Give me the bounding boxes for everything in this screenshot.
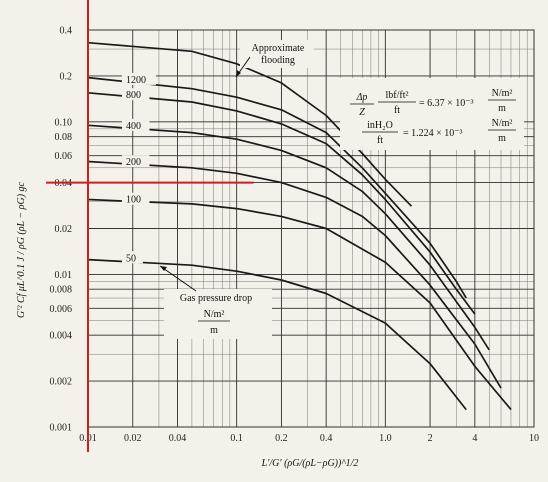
y-tick-label: 0.008 [50,285,73,296]
y-tick-label: 0.06 [55,151,73,162]
y-tick-label: 0.004 [50,331,73,342]
x-tick-label: 0.2 [275,433,288,444]
x-tick-label: 1.0 [379,433,392,444]
series-line-1200 [87,76,467,299]
conv1-rhs-num: N/m² [492,88,513,99]
series-line-100 [87,198,512,411]
x-tick-label: 10 [529,433,539,444]
gas-pressure-arrowhead [160,266,167,271]
x-axis-title: L′/G′ (ρG/(ρL−ρG))^1/2 [261,458,359,469]
gas-pressure-pointer [159,265,197,292]
conv1-unit-num: lbf/ft² [386,90,409,101]
x-tick-label: 0.04 [169,433,187,444]
y-tick-label: 0.002 [50,377,73,388]
y-tick-label: 0.4 [60,26,73,37]
x-tick-label: 0.4 [320,433,333,444]
curve-label-400: 400 [126,121,141,132]
curve-label-1200: 1200 [126,75,146,86]
y-axis-title-text: G′² Cf μL^0.1 J / ρG (ρL − ρG) gc [16,181,27,318]
gas-pressure-drop-label: Gas pressure drop [180,293,252,304]
curve-label-100: 100 [126,195,141,206]
conv2-unit-den: ft [377,135,383,146]
unit-conversion-box: Δp Z lbf/ft² ft = 6.37 × 10⁻³ N/m² m inH… [340,78,524,150]
y-tick-label: 0.2 [60,71,73,82]
curve-label-bg [121,192,150,205]
conv1-lhs-den: Z [359,107,365,118]
y-axis-title: G′² Cf μL^0.1 J / ρG (ρL − ρG) gc [16,181,27,318]
curve-label-bg [121,72,156,85]
conv2-value: = 1.224 × 10⁻³ [403,128,463,139]
x-tick-label: 2 [428,433,433,444]
curve-label-bg [121,155,150,168]
conv1-value: = 6.37 × 10⁻³ [419,98,474,109]
curve-label-bg [121,88,150,101]
y-tick-labels: 0.0010.0020.0040.0060.0080.010.020.040.0… [50,26,73,434]
conv1-lhs-num: Δp [356,92,368,103]
curve-label-bg [121,251,143,264]
conv2-rhs-den: m [498,133,506,144]
series-line-800 [87,91,476,315]
units-den: m [210,325,218,336]
x-tick-label: 0.1 [230,433,243,444]
conv2-rhs-num: N/m² [492,118,513,129]
x-tick-label: 4 [472,433,477,444]
y-tick-label: 0.006 [50,304,73,315]
curve-label-50: 50 [126,253,136,264]
units-num: N/m² [204,309,225,320]
gas-pressure-drop-annotation: Gas pressure drop N/m² m [159,265,272,339]
series-line-400 [87,124,490,351]
series-line-50 [87,258,467,411]
curve-label-bg [121,118,150,131]
flooding-arrowhead [236,70,241,77]
curve-label-800: 800 [126,90,141,101]
curve-labels: 1200 800 400 200 100 50 [121,72,156,264]
y-tick-label: 0.10 [55,117,73,128]
series-line-approximate-flooding [87,41,413,207]
series-lines [87,41,512,411]
y-tick-label: 0.02 [55,224,73,235]
y-tick-label: 0.08 [55,132,73,143]
conv1-rhs-den: m [498,103,506,114]
conv1-unit-den: ft [394,105,400,116]
flooding-annotation: Approximate flooding [235,40,314,78]
x-tick-label: 0.02 [124,433,142,444]
y-tick-label: 0.01 [55,270,73,281]
conv2-unit-num: inH₂O [367,120,393,131]
flooding-label-line2: flooding [261,55,295,66]
y-tick-label: 0.001 [50,423,73,434]
flooding-label-line1: Approximate [252,43,305,54]
curve-label-200: 200 [126,157,141,168]
series-line-200 [87,160,502,389]
red-overlay [46,0,254,452]
